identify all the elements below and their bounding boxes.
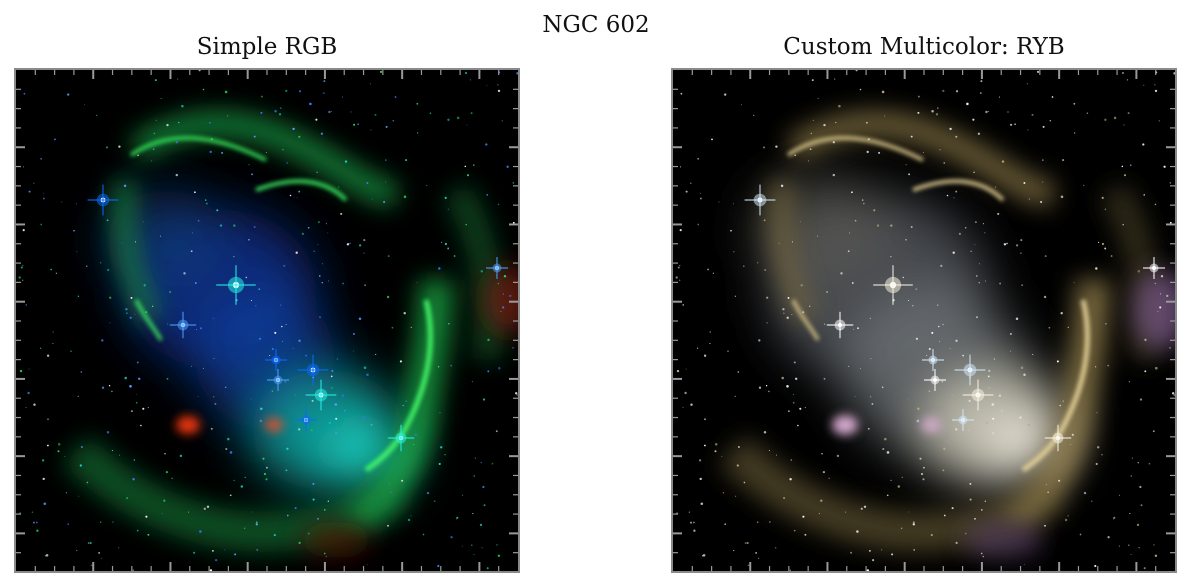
figure-title: NGC 602: [542, 12, 650, 38]
nebula-glow-cyan: [251, 370, 406, 490]
panel-title-custom-multicolor: Custom Multicolor: RYB: [783, 34, 1065, 60]
nebula-red-patches: [301, 265, 518, 558]
star-field-ryb: [675, 70, 1175, 571]
nebula-image-rgb: [16, 70, 518, 571]
nebula-filaments-green: [129, 136, 433, 473]
star-field-rgb: [18, 70, 518, 571]
nebula-violet-knots: [832, 415, 941, 435]
nebula-image-ryb: [673, 70, 1175, 571]
axis-ticks: [16, 70, 518, 571]
image-panel-custom-multicolor-ryb: [671, 68, 1177, 573]
nebula-filaments-tan: [786, 136, 1090, 473]
panel-title-simple-rgb: Simple RGB: [196, 34, 338, 60]
nebula-glow-green: [61, 111, 505, 552]
image-panel-simple-rgb: [14, 68, 520, 573]
nebula-glow-bright: [918, 365, 1068, 485]
nebula-red-knots: [176, 416, 283, 434]
nebula-violet-patches: [963, 270, 1175, 558]
axis-ticks: [673, 70, 1175, 571]
